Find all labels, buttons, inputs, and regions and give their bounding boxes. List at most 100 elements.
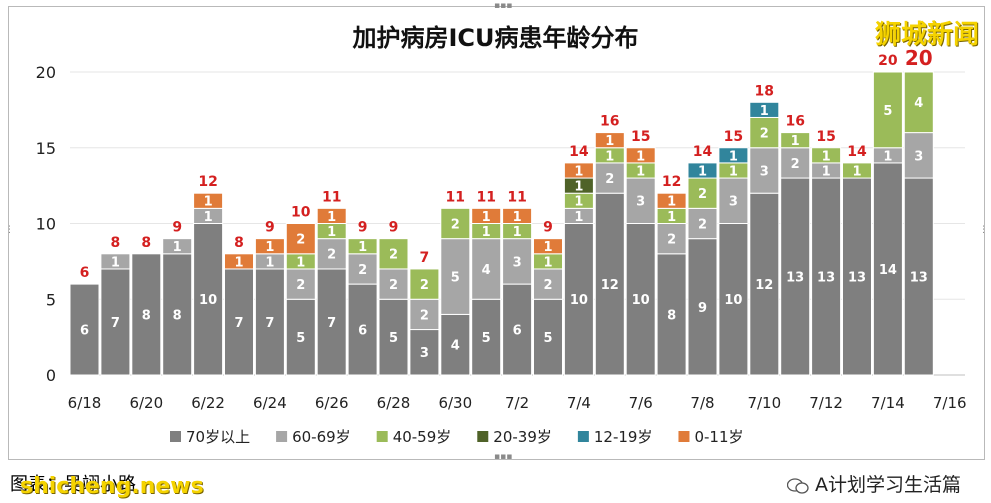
wechat-icon (787, 477, 809, 494)
x-tick-label: 7/2 (505, 394, 529, 412)
bar-segment (131, 253, 162, 376)
segment-label: 13 (817, 270, 835, 285)
bar-segment (285, 298, 316, 376)
segment-label: 1 (883, 149, 892, 164)
legend-swatch (577, 431, 589, 442)
segment-label: 12 (601, 278, 619, 293)
bar-segment (563, 223, 594, 376)
segment-label: 1 (729, 164, 738, 179)
segment-label: 2 (296, 278, 305, 293)
bar-segment (687, 238, 718, 376)
total-label: 14 (693, 144, 713, 160)
segment-label: 14 (879, 263, 897, 278)
segment-label: 5 (543, 331, 552, 346)
segment-label: 1 (667, 195, 676, 210)
segment-label: 2 (605, 172, 614, 187)
segment-label: 13 (786, 270, 804, 285)
total-label: 11 (507, 189, 526, 205)
bar-segment (687, 177, 718, 209)
legend-entry: 0-11岁 (694, 428, 743, 446)
segment-label: 1 (574, 180, 583, 195)
bar-segment (378, 298, 409, 376)
segment-label: 7 (234, 316, 243, 331)
total-label: 16 (785, 114, 804, 130)
segment-label: 1 (482, 225, 491, 240)
x-tick-label: 6/30 (438, 394, 472, 412)
x-tick-label: 6/20 (129, 394, 163, 412)
total-label: 12 (662, 174, 681, 190)
bar-segment (471, 207, 502, 225)
total-label: 9 (389, 220, 399, 236)
bar-segment (533, 268, 563, 300)
bar-segment (533, 298, 563, 376)
segment-label: 1 (574, 195, 583, 210)
legend-swatch (376, 431, 388, 442)
segment-label: 1 (513, 210, 522, 225)
bar-segment (502, 207, 533, 225)
resize-handle-left[interactable]: ⋮ (5, 225, 14, 235)
x-tick-label: 7/14 (871, 394, 905, 412)
segment-label: 3 (513, 255, 522, 270)
bar-segment (625, 147, 656, 164)
segment-label: 8 (667, 308, 676, 323)
resize-handle-top[interactable]: ▪▪▪ (494, 1, 513, 11)
total-label: 11 (322, 189, 341, 205)
bar-segment (656, 223, 687, 255)
segment-label: 13 (848, 270, 866, 285)
segment-label: 5 (451, 270, 460, 285)
bar-segment (285, 223, 316, 255)
bar-segment (749, 101, 780, 118)
legend-swatch (276, 431, 288, 442)
bar-segment (347, 253, 378, 285)
segment-label: 2 (327, 248, 336, 263)
segment-label: 2 (791, 157, 800, 172)
total-label: 9 (265, 220, 275, 236)
bar-segment (100, 253, 131, 270)
bar-segment (842, 162, 872, 179)
segment-label: 6 (80, 323, 89, 338)
total-label: 8 (234, 235, 244, 251)
bar-segment (718, 177, 749, 225)
segment-label: 3 (420, 346, 429, 361)
bar-segment (285, 268, 316, 300)
segment-label: 1 (296, 255, 305, 270)
segment-label: 13 (910, 270, 928, 285)
segment-label: 1 (574, 164, 583, 179)
segment-label: 4 (482, 263, 491, 278)
total-label: 12 (198, 174, 217, 190)
resize-handle-bottom[interactable]: ▪▪▪ (494, 452, 513, 462)
resize-handle-right[interactable]: ⋮ (979, 225, 988, 235)
segment-label: 12 (755, 278, 773, 293)
segment-label: 1 (327, 225, 336, 240)
segment-label: 1 (204, 210, 213, 225)
segment-label: 6 (513, 323, 522, 338)
y-tick-label: 10 (36, 215, 56, 234)
x-tick-label: 7/12 (809, 394, 843, 412)
total-label: 15 (631, 129, 650, 145)
bar-segment (687, 162, 718, 179)
segment-label: 7 (111, 316, 120, 331)
bar-segment (254, 268, 285, 376)
bar-segment (316, 207, 347, 225)
x-tick-label: 6/24 (253, 394, 287, 412)
segment-label: 10 (632, 293, 650, 308)
segment-label: 3 (760, 164, 769, 179)
bar-segment (749, 192, 780, 376)
bar-segment (378, 238, 409, 270)
bar-segment (780, 147, 811, 179)
watermark-logo: 狮城新闻 (874, 20, 979, 50)
bar-segment (656, 253, 687, 376)
segment-label: 1 (204, 195, 213, 210)
segment-label: 2 (543, 278, 552, 293)
segment-label: 1 (482, 210, 491, 225)
segment-label: 2 (358, 263, 367, 278)
wechat-account-name: A计划学习生活篇 (815, 474, 961, 496)
total-label: 16 (600, 114, 619, 130)
bar-segment (502, 238, 533, 285)
segment-label: 7 (265, 316, 274, 331)
legend-swatch (678, 431, 690, 442)
segment-label: 1 (729, 149, 738, 164)
segment-label: 9 (698, 301, 707, 316)
x-tick-label: 7/10 (747, 394, 781, 412)
legend-swatch (170, 431, 181, 442)
